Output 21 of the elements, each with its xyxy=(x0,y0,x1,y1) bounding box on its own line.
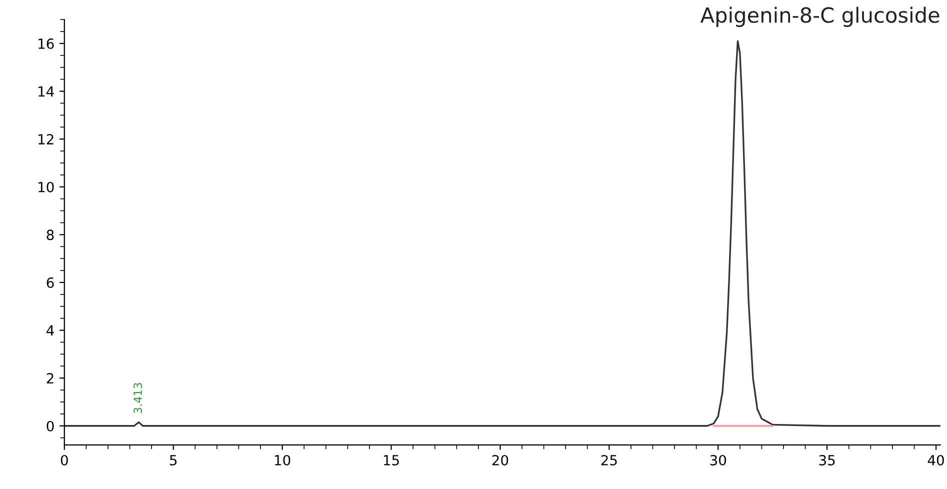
x-tick-label: 40 xyxy=(928,454,944,466)
y-tick-label: 4 xyxy=(46,325,54,336)
y-tick-label: 6 xyxy=(46,277,54,288)
annotation: Apigenin-8-C glucoside xyxy=(700,6,940,27)
y-tick-label: 0 xyxy=(46,420,54,432)
annotation: 3.413 xyxy=(134,383,142,414)
y-tick-label: 2 xyxy=(46,373,54,384)
y-tick-label: 16 xyxy=(38,38,54,49)
x-tick-label: 35 xyxy=(819,454,835,466)
y-tick-label: 8 xyxy=(46,230,54,240)
x-tick-label: 25 xyxy=(601,454,617,466)
y-tick-label: 12 xyxy=(38,134,54,144)
x-tick-label: 10 xyxy=(274,454,290,466)
y-tick-label: 14 xyxy=(38,86,54,97)
x-tick-label: 30 xyxy=(710,454,726,466)
x-tick-label: 20 xyxy=(492,454,508,466)
line-series xyxy=(64,40,940,427)
x-tick-label: 0 xyxy=(60,454,68,466)
y-tick-label: 10 xyxy=(38,182,54,192)
x-tick-label: 5 xyxy=(170,455,177,466)
x-tick-label: 15 xyxy=(384,455,399,466)
